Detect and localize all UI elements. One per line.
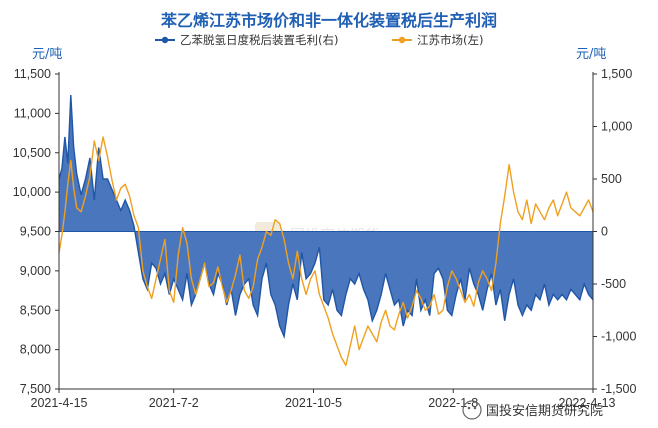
right-tick-label-4: -500 [601,277,626,291]
chart-title: 苯乙烯江苏市场价和非一体化装置税后生产利润 [160,11,497,30]
plot-area [58,94,594,367]
x-tick-label-2: 2021-10-5 [285,396,342,410]
legend-marker-price [398,36,406,44]
price-series-line [58,136,594,367]
right-axis-ticks: 1,500 1,000 500 0 -500 -1,000 -1,500 [593,67,636,396]
left-tick-label-1: 11,000 [14,106,51,120]
legend-item-price: 江苏市场(左) [392,33,483,47]
legend-item-margin: 乙苯脱氢日度税后装置毛利(右) [155,33,338,47]
x-axis-ticks: 2021-4-15 2021-7-2 2021-10-5 2022-1-8 2022-4… [31,389,616,410]
right-tick-label-1: 1,000 [601,120,632,134]
watermark-corner: 国投安信期货研究院 [462,400,603,420]
legend: 乙苯脱氢日度税后装置毛利(右) 江苏市场(左) [155,33,483,47]
left-tick-label-8: 7,500 [20,382,51,396]
legend-marker-margin [161,36,169,44]
wechat-icon [462,400,482,420]
left-axis-ticks: 11,500 11,000 10,500 10,000 9,500 9,000 8,500 8… [13,67,59,396]
margin-area-fill [59,95,593,337]
right-tick-label-6: -1,500 [601,382,636,396]
margin-series-line [58,94,594,340]
legend-label-margin: 乙苯脱氢日度税后装置毛利(右) [180,33,338,47]
x-tick-label-1: 2021-7-2 [149,396,199,410]
left-tick-label-7: 8,000 [20,343,51,357]
x-tick-label-4: 2022-4-13 [559,396,616,410]
x-tick-label-0: 2021-4-15 [31,396,88,410]
left-tick-label-0: 11,500 [14,67,51,81]
left-tick-label-6: 8,500 [20,303,51,317]
left-tick-label-3: 10,000 [13,185,51,199]
legend-label-price: 江苏市场(左) [417,33,483,47]
left-tick-label-2: 10,500 [13,146,51,160]
left-tick-label-4: 9,500 [20,225,51,239]
right-tick-label-3: 0 [601,225,608,239]
x-tick-label-3: 2022-1-8 [428,396,478,410]
watermark-corner-text: 国投安信期货研究院 [486,403,603,419]
left-axis-unit: 元/吨 [32,47,62,62]
right-tick-label-2: 500 [601,172,622,186]
right-tick-label-5: -1,000 [601,330,636,344]
right-axis-unit: 元/吨 [576,47,606,62]
left-tick-label-5: 9,000 [20,264,51,278]
right-tick-label-0: 1,500 [601,67,632,81]
